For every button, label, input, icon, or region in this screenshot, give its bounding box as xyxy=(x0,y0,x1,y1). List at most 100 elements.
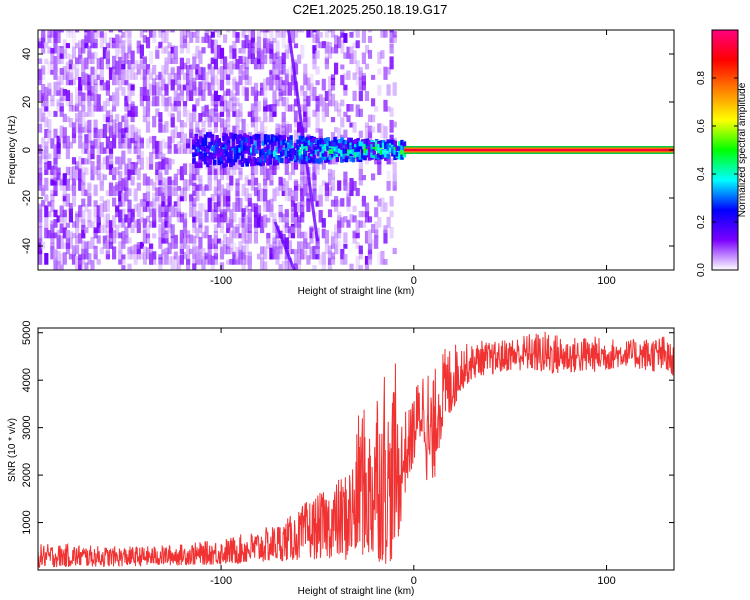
noise-cell xyxy=(223,209,228,223)
noise-cell xyxy=(281,233,286,244)
noise-cell xyxy=(90,236,95,249)
noise-cell xyxy=(75,256,80,270)
noise-cell xyxy=(361,211,366,218)
noise-cell xyxy=(293,249,299,255)
blob-cell xyxy=(222,162,226,168)
noise-cell xyxy=(235,247,240,260)
blob-cell xyxy=(319,146,323,152)
noise-cell xyxy=(65,238,70,249)
blob-cell xyxy=(224,133,229,139)
noise-cell xyxy=(371,239,376,249)
noise-cell xyxy=(71,133,77,144)
noise-cell xyxy=(108,228,114,239)
noise-cell xyxy=(232,212,237,223)
noise-cell xyxy=(96,103,101,112)
noise-cell xyxy=(392,82,397,96)
noise-cell xyxy=(81,198,86,207)
blob-cell xyxy=(393,155,397,161)
noise-cell xyxy=(65,222,70,228)
noise-cell xyxy=(374,207,379,218)
noise-cell xyxy=(81,126,86,133)
noise-cell xyxy=(176,255,181,265)
noise-cell xyxy=(364,210,370,223)
noise-cell xyxy=(84,204,89,212)
noise-cell xyxy=(358,245,363,255)
noise-cell xyxy=(182,133,188,144)
noise-cell xyxy=(127,103,132,112)
noise-cell xyxy=(195,36,200,43)
noise-cell xyxy=(108,147,114,154)
noise-cell xyxy=(192,235,197,244)
noise-cell xyxy=(244,174,249,181)
noise-cell xyxy=(290,191,296,196)
noise-cell xyxy=(84,112,89,117)
noise-cell xyxy=(263,38,268,49)
blob-cell xyxy=(206,156,210,162)
noise-cell xyxy=(90,161,95,170)
noise-cell xyxy=(133,204,138,212)
x-tick-label: 100 xyxy=(597,275,615,287)
noise-cell xyxy=(340,30,345,33)
blob-cell xyxy=(229,153,233,159)
noise-cell xyxy=(186,109,191,123)
noise-cell xyxy=(293,110,299,123)
noise-cell xyxy=(312,30,317,33)
noise-cell xyxy=(226,30,231,33)
noise-cell xyxy=(247,111,252,117)
noise-cell xyxy=(173,235,178,244)
noise-cell xyxy=(182,106,188,117)
noise-cell xyxy=(324,45,329,59)
noise-cell xyxy=(53,110,58,117)
blob-cell xyxy=(194,141,198,147)
noise-cell xyxy=(343,171,348,186)
noise-cell xyxy=(124,70,129,80)
noise-cell xyxy=(96,129,101,138)
noise-cell xyxy=(93,83,98,91)
noise-cell xyxy=(124,173,129,181)
noise-cell xyxy=(112,119,117,133)
noise-cell xyxy=(38,58,43,64)
noise-cell xyxy=(75,87,80,96)
blob-cell xyxy=(312,137,316,143)
noise-cell xyxy=(186,41,191,54)
noise-cell xyxy=(219,79,225,91)
noise-cell xyxy=(68,32,73,38)
blob-cell xyxy=(321,151,326,157)
noise-cell xyxy=(281,111,286,117)
noise-cell xyxy=(367,131,373,138)
noise-cell xyxy=(149,220,154,228)
noise-cell xyxy=(164,30,169,43)
noise-cell xyxy=(84,134,89,144)
y-tick-label: 40 xyxy=(21,48,33,60)
noise-cell xyxy=(219,47,225,59)
noise-cell xyxy=(41,103,46,117)
noise-cell xyxy=(41,44,46,54)
noise-cell xyxy=(226,129,231,138)
noise-cell xyxy=(300,231,305,239)
blob-cell xyxy=(208,153,212,159)
noise-cell xyxy=(173,97,178,107)
noise-cell xyxy=(352,42,357,49)
noise-cell xyxy=(281,81,286,91)
noise-cell xyxy=(124,163,129,175)
noise-cell xyxy=(93,166,98,175)
noise-cell xyxy=(75,227,80,239)
noise-cell xyxy=(149,83,154,91)
noise-cell xyxy=(238,48,243,54)
noise-cell xyxy=(337,109,342,117)
noise-cell xyxy=(383,229,388,244)
noise-cell xyxy=(127,31,132,38)
noise-cell xyxy=(47,160,52,170)
noise-cell xyxy=(281,184,286,191)
noise-cell xyxy=(386,154,391,165)
noise-cell xyxy=(75,211,80,218)
noise-cell xyxy=(349,214,354,223)
noise-cell xyxy=(281,52,286,64)
noise-cell xyxy=(226,74,231,80)
noise-cell xyxy=(93,90,98,96)
noise-cell xyxy=(170,159,175,165)
noise-cell xyxy=(216,193,222,207)
noise-cell xyxy=(139,95,144,101)
blob-cell xyxy=(303,149,307,155)
